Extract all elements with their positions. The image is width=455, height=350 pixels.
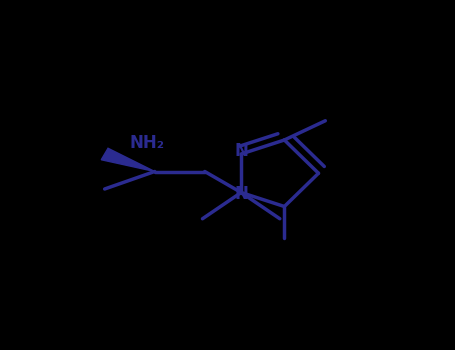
Text: N: N [234,185,248,203]
Text: N: N [234,142,248,160]
Polygon shape [101,148,155,172]
Text: NH₂: NH₂ [130,134,165,153]
